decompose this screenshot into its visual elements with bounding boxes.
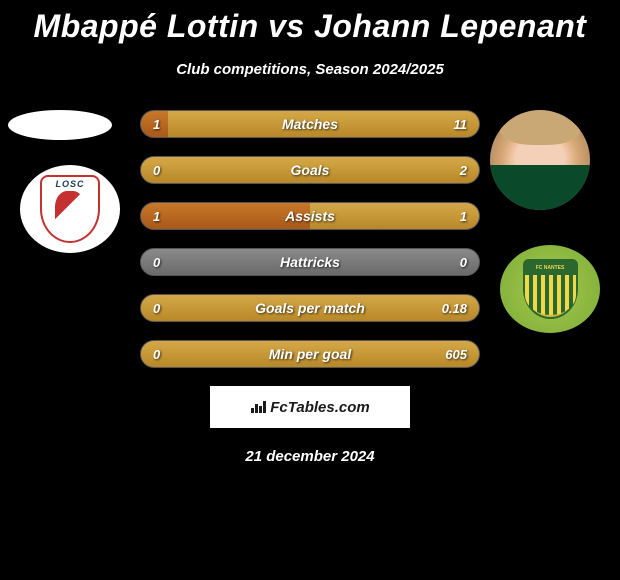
stat-value-right: 1 [460, 209, 467, 224]
stat-value-right: 605 [445, 347, 467, 362]
stat-bar-assists: 1 Assists 1 [140, 202, 480, 230]
nantes-stripes-icon [525, 275, 576, 315]
club-logo-right: FC NANTES [500, 245, 600, 333]
date-text: 21 december 2024 [0, 448, 620, 465]
stat-bar-goals-per-match: 0 Goals per match 0.18 [140, 294, 480, 322]
stat-label: Assists [285, 208, 335, 224]
stat-value-right: 0.18 [442, 301, 467, 316]
watermark-chart-icon [250, 399, 266, 416]
watermark: FcTables.com [210, 386, 410, 428]
jersey-overlay [490, 165, 590, 210]
stat-fill-right [310, 203, 479, 229]
stat-bar-matches: 1 Matches 11 [140, 110, 480, 138]
losc-text: LOSC [55, 179, 84, 189]
losc-mascot-icon [55, 191, 85, 231]
stat-value-right: 0 [460, 255, 467, 270]
hair-overlay [500, 110, 580, 145]
stat-value-left: 0 [153, 255, 160, 270]
stat-value-left: 1 [153, 209, 160, 224]
stat-label: Goals [291, 162, 330, 178]
club-logo-left: LOSC [20, 165, 120, 253]
stats-container: 1 Matches 11 0 Goals 2 1 Assists 1 0 Hat… [140, 110, 480, 368]
stat-bar-goals: 0 Goals 2 [140, 156, 480, 184]
content-area: LOSC FC NANTES 1 Matches 11 0 Goals 2 [0, 110, 620, 465]
watermark-text: FcTables.com [270, 399, 369, 416]
stat-value-right: 2 [460, 163, 467, 178]
stat-value-left: 1 [153, 117, 160, 132]
stat-label: Matches [282, 116, 338, 132]
stat-label: Goals per match [255, 300, 365, 316]
stat-bar-min-per-goal: 0 Min per goal 605 [140, 340, 480, 368]
stat-label: Min per goal [269, 346, 351, 362]
comparison-title: Mbappé Lottin vs Johann Lepenant [0, 0, 620, 45]
stat-value-right: 11 [454, 117, 468, 132]
losc-shield-icon: LOSC [40, 175, 100, 243]
nantes-header: FC NANTES [525, 261, 576, 275]
stat-value-left: 0 [153, 301, 160, 316]
stat-value-left: 0 [153, 163, 160, 178]
stat-value-left: 0 [153, 347, 160, 362]
nantes-shield-icon: FC NANTES [523, 259, 578, 319]
stat-bar-hattricks: 0 Hattricks 0 [140, 248, 480, 276]
stat-label: Hattricks [280, 254, 340, 270]
player-photo-right [490, 110, 590, 210]
subtitle: Club competitions, Season 2024/2025 [0, 61, 620, 78]
player-photo-left [8, 110, 112, 140]
